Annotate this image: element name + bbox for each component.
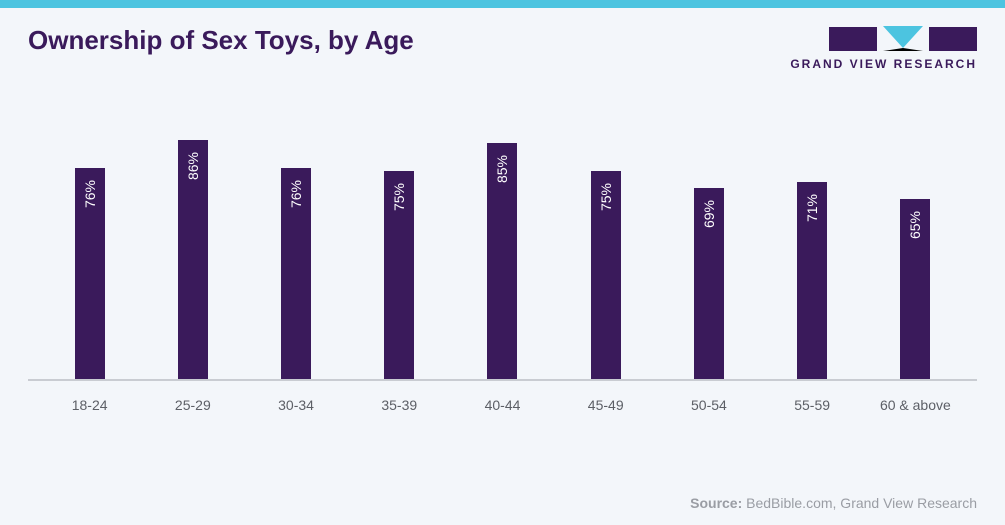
bar-value-label: 69% [701, 200, 717, 228]
bar-slot: 65% [864, 101, 967, 381]
bar: 75% [384, 171, 414, 381]
top-accent-band [0, 0, 1005, 8]
x-axis-baseline [28, 379, 977, 381]
source-label: Source: [690, 495, 742, 511]
bar-value-label: 75% [598, 183, 614, 211]
bar: 76% [75, 168, 105, 381]
logo-triangle-icon [883, 26, 923, 51]
bar: 65% [900, 199, 930, 381]
bar: 85% [487, 143, 517, 381]
bar-slot: 76% [38, 101, 141, 381]
source-text: BedBible.com, Grand View Research [746, 495, 977, 511]
brand-logo: GRAND VIEW RESEARCH [790, 26, 977, 71]
bar-slot: 75% [348, 101, 451, 381]
bars-container: 76% 86% 76% 75% 85% 75% 69% 71% 65% [28, 101, 977, 381]
logo-block-left-icon [829, 27, 877, 51]
bar-slot: 75% [554, 101, 657, 381]
chart-title: Ownership of Sex Toys, by Age [28, 26, 414, 55]
bar: 86% [178, 140, 208, 381]
chart-card: Ownership of Sex Toys, by Age GRAND VIEW… [0, 8, 1005, 525]
bar-slot: 85% [451, 101, 554, 381]
bar: 69% [694, 188, 724, 381]
x-axis-category: 18-24 [38, 397, 141, 413]
bar-value-label: 75% [391, 183, 407, 211]
brand-logo-text: GRAND VIEW RESEARCH [790, 57, 977, 71]
logo-block-right-icon [929, 27, 977, 51]
x-axis-labels: 18-2425-2930-3435-3940-4445-4950-5455-59… [28, 381, 977, 413]
chart-area: 76% 86% 76% 75% 85% 75% 69% 71% 65% 18-2425-2930… [0, 71, 1005, 413]
bar: 75% [591, 171, 621, 381]
x-axis-category: 45-49 [554, 397, 657, 413]
header: Ownership of Sex Toys, by Age GRAND VIEW… [0, 8, 1005, 71]
bar-slot: 71% [761, 101, 864, 381]
bar-slot: 76% [244, 101, 347, 381]
x-axis-category: 40-44 [451, 397, 554, 413]
bar-value-label: 76% [288, 180, 304, 208]
bar-slot: 69% [657, 101, 760, 381]
bar-value-label: 86% [185, 152, 201, 180]
x-axis-category: 55-59 [761, 397, 864, 413]
chart-plot: 76% 86% 76% 75% 85% 75% 69% 71% 65% [28, 101, 977, 381]
bar-slot: 86% [141, 101, 244, 381]
x-axis-category: 60 & above [864, 397, 967, 413]
x-axis-category: 25-29 [141, 397, 244, 413]
x-axis-category: 35-39 [348, 397, 451, 413]
source-attribution: Source: BedBible.com, Grand View Researc… [690, 495, 977, 511]
bar-value-label: 65% [907, 211, 923, 239]
bar-value-label: 71% [804, 194, 820, 222]
bar: 76% [281, 168, 311, 381]
brand-logo-mark [790, 26, 977, 51]
bar-value-label: 85% [494, 155, 510, 183]
x-axis-category: 50-54 [657, 397, 760, 413]
x-axis-category: 30-34 [244, 397, 347, 413]
bar-value-label: 76% [82, 180, 98, 208]
bar: 71% [797, 182, 827, 381]
